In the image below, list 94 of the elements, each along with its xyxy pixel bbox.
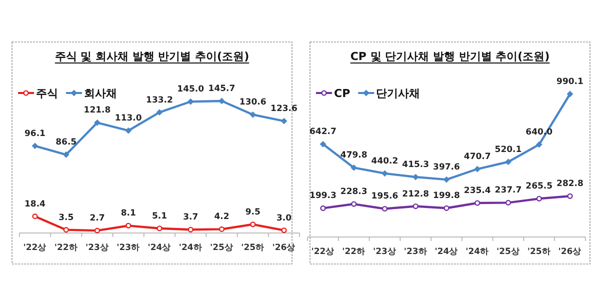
x-tick-label: '22상	[23, 243, 47, 253]
data-label: 5.1	[152, 211, 168, 222]
point	[474, 166, 481, 172]
chart-title: 주식 및 회사채 발행 반기별 추이(조원)	[54, 50, 250, 63]
legend-label: 단기사채	[376, 87, 420, 100]
x-tick-label: '26상	[558, 247, 582, 257]
x-tick-label: '25하	[241, 243, 265, 253]
point	[536, 141, 542, 148]
data-label: 145.7	[208, 84, 236, 94]
data-label: 113.0	[114, 114, 142, 124]
data-label: 415.3	[402, 160, 430, 170]
data-label: 3.7	[183, 212, 198, 223]
data-label: 4.2	[214, 212, 230, 222]
x-tick-label: '25상	[210, 243, 234, 253]
legend-label: 주식	[36, 87, 58, 100]
data-label: 228.3	[340, 187, 368, 198]
data-label: 520.1	[494, 144, 522, 155]
point	[32, 214, 38, 220]
point	[281, 227, 287, 234]
point	[188, 226, 194, 232]
x-tick-label: '23하	[404, 247, 428, 257]
point	[566, 90, 574, 98]
data-label: 86.5	[56, 138, 77, 148]
data-label: 265.5	[526, 182, 553, 192]
data-label: 18.4	[24, 199, 46, 210]
point	[382, 170, 388, 177]
data-label: 440.2	[371, 156, 398, 166]
point	[250, 222, 256, 228]
x-tick-label: '23하	[116, 243, 140, 253]
point	[474, 200, 480, 206]
point	[156, 226, 162, 232]
x-tick-label: '24하	[178, 243, 202, 253]
x-tick-label: '23상	[86, 243, 109, 253]
data-label: 470.7	[464, 152, 491, 162]
data-label: 195.6	[371, 192, 398, 202]
x-tick-label: '23상	[373, 247, 396, 257]
point	[32, 142, 38, 150]
data-label: 990.1	[556, 77, 584, 87]
data-label: 121.8	[84, 106, 111, 116]
x-tick-label: '24하	[466, 247, 490, 257]
point	[350, 164, 358, 171]
legend-label: CP	[334, 87, 350, 100]
x-tick-label: '22상	[311, 247, 335, 257]
point	[412, 174, 419, 180]
point	[280, 118, 288, 124]
x-tick-label: '24상	[148, 243, 172, 253]
point	[567, 193, 573, 199]
point	[536, 196, 542, 202]
data-label: 199.3	[310, 191, 337, 202]
point	[443, 176, 450, 183]
point	[320, 205, 326, 212]
data-label: 642.7	[310, 127, 337, 138]
point	[187, 98, 194, 105]
point	[250, 111, 256, 118]
point	[63, 227, 69, 233]
point	[351, 201, 357, 207]
data-label: 3.0	[276, 213, 292, 224]
data-label: 133.2	[146, 95, 174, 106]
data-label: 235.4	[464, 186, 491, 196]
data-label: 96.1	[24, 128, 46, 139]
point	[126, 222, 132, 228]
point	[444, 205, 450, 211]
data-label: 130.6	[239, 98, 266, 108]
point	[505, 158, 512, 166]
point	[62, 151, 70, 158]
x-tick-label: '24상	[434, 247, 458, 257]
point	[382, 206, 388, 212]
data-label: 123.6	[270, 104, 298, 114]
legend-label: 회사채	[84, 87, 117, 100]
point	[94, 119, 100, 126]
point	[505, 200, 512, 206]
data-label: 199.8	[433, 191, 460, 202]
data-label: 9.5	[245, 207, 260, 218]
data-label: 282.8	[556, 179, 584, 190]
x-tick-label: '26상	[272, 243, 296, 253]
point	[412, 203, 418, 210]
data-label: 2.7	[90, 214, 105, 224]
data-label: 145.0	[177, 84, 204, 95]
data-label: 3.5	[58, 212, 74, 223]
x-tick-label: '22하	[342, 247, 366, 257]
x-tick-label: '25하	[527, 247, 551, 257]
point	[94, 228, 100, 234]
point	[125, 127, 132, 134]
x-tick-label: '25상	[496, 247, 520, 257]
data-label: 397.6	[433, 162, 460, 173]
data-label: 237.7	[494, 186, 522, 196]
data-label: 8.1	[120, 208, 136, 219]
point	[156, 109, 163, 116]
data-label: 479.8	[340, 150, 368, 161]
data-label: 212.8	[402, 189, 430, 200]
x-tick-label: '22하	[54, 243, 78, 253]
point	[320, 140, 326, 148]
point	[218, 226, 225, 232]
chart-title: CP 및 단기사채 발행 반기별 추이(조원)	[350, 50, 550, 63]
